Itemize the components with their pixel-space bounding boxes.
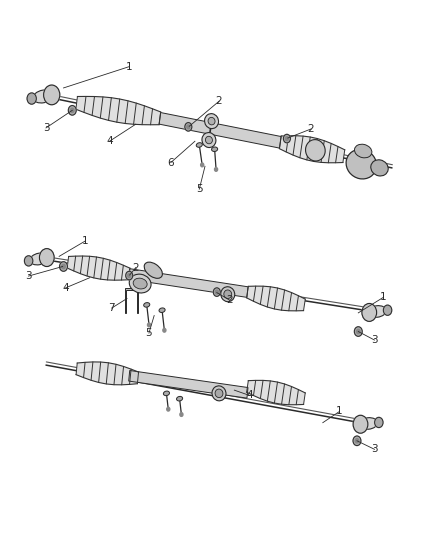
Polygon shape	[129, 269, 248, 297]
Circle shape	[148, 323, 151, 327]
Text: 1: 1	[336, 407, 343, 416]
Circle shape	[44, 85, 60, 105]
Ellipse shape	[212, 147, 218, 151]
Text: 1: 1	[82, 236, 89, 246]
Ellipse shape	[163, 391, 170, 395]
Ellipse shape	[30, 253, 48, 265]
Text: 2: 2	[307, 124, 314, 134]
Polygon shape	[76, 362, 138, 385]
Polygon shape	[247, 381, 305, 405]
Circle shape	[215, 167, 218, 171]
Polygon shape	[129, 370, 248, 398]
Circle shape	[383, 305, 392, 316]
Text: 6: 6	[167, 158, 174, 167]
Polygon shape	[125, 288, 138, 313]
Circle shape	[68, 106, 76, 115]
Circle shape	[201, 163, 204, 167]
Text: 7: 7	[108, 303, 115, 313]
Ellipse shape	[371, 160, 388, 176]
Text: 5: 5	[145, 328, 152, 338]
Circle shape	[213, 288, 220, 296]
Circle shape	[25, 256, 33, 266]
Text: 4: 4	[62, 283, 69, 293]
Circle shape	[283, 134, 290, 143]
Text: 5: 5	[196, 184, 203, 194]
Text: 3: 3	[25, 271, 32, 281]
Circle shape	[362, 303, 377, 321]
Text: 2: 2	[215, 96, 223, 106]
Text: 1: 1	[126, 62, 133, 71]
Ellipse shape	[33, 90, 53, 103]
Circle shape	[285, 136, 289, 141]
Ellipse shape	[133, 278, 147, 289]
Ellipse shape	[205, 136, 212, 144]
Text: 3: 3	[371, 445, 378, 454]
Ellipse shape	[359, 418, 378, 429]
Ellipse shape	[202, 133, 216, 148]
Circle shape	[167, 407, 170, 411]
Text: 2: 2	[226, 295, 233, 305]
Ellipse shape	[205, 114, 219, 128]
Circle shape	[353, 415, 368, 433]
Circle shape	[215, 290, 219, 294]
Text: 3: 3	[371, 335, 378, 345]
Text: 3: 3	[42, 123, 49, 133]
Circle shape	[357, 329, 360, 334]
Ellipse shape	[159, 308, 165, 312]
Ellipse shape	[144, 303, 150, 307]
Circle shape	[187, 125, 190, 129]
Ellipse shape	[212, 386, 226, 401]
Circle shape	[60, 262, 67, 271]
Circle shape	[127, 273, 131, 278]
Ellipse shape	[177, 397, 183, 401]
Circle shape	[180, 413, 183, 416]
Polygon shape	[159, 112, 281, 148]
Text: 1: 1	[380, 293, 387, 302]
Circle shape	[126, 271, 133, 280]
Ellipse shape	[354, 144, 372, 158]
Circle shape	[27, 93, 36, 104]
Ellipse shape	[221, 287, 235, 302]
Circle shape	[163, 328, 166, 332]
Circle shape	[355, 439, 359, 443]
Ellipse shape	[224, 290, 232, 298]
Ellipse shape	[129, 274, 151, 293]
Ellipse shape	[306, 140, 325, 161]
Text: 2: 2	[132, 263, 139, 272]
Circle shape	[353, 436, 361, 446]
Polygon shape	[247, 286, 305, 311]
Polygon shape	[76, 96, 161, 125]
Ellipse shape	[208, 117, 215, 125]
Polygon shape	[67, 256, 130, 280]
Ellipse shape	[196, 143, 202, 147]
Ellipse shape	[144, 262, 162, 278]
Circle shape	[354, 327, 362, 336]
Text: 4: 4	[106, 136, 113, 146]
Ellipse shape	[215, 389, 223, 398]
Circle shape	[71, 108, 74, 112]
Text: 4: 4	[246, 391, 253, 400]
Circle shape	[39, 248, 54, 266]
Polygon shape	[279, 136, 345, 163]
Ellipse shape	[368, 305, 386, 317]
Circle shape	[374, 417, 383, 427]
Circle shape	[62, 264, 65, 269]
Ellipse shape	[346, 149, 377, 179]
Circle shape	[185, 123, 192, 131]
